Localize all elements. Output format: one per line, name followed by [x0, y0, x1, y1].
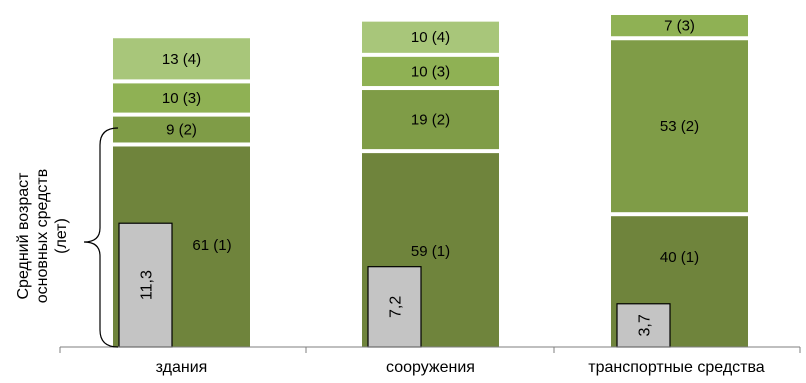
category-label-1: здания	[156, 359, 208, 376]
bar-segment-1-3	[113, 83, 250, 113]
category-label-2: сооружения	[386, 359, 475, 376]
segment-label-1-3: 10 (3)	[162, 90, 201, 107]
bar-segment-2-3	[362, 56, 499, 87]
segment-label-2-4: 10 (4)	[411, 29, 450, 46]
bar-segment-2-4	[362, 21, 499, 53]
bar-segment-3-2	[611, 40, 748, 213]
y-axis-label: Средний возраст основных средств (лет)	[15, 169, 70, 304]
average-age-label-1: 11,3	[139, 270, 156, 300]
ylabel-line-2: основных средств	[34, 169, 51, 304]
bar-segments: 61 (1) 9 (2) 10 (3) 13 (4) 59 (1) 19 (2) 10 (3…	[113, 15, 748, 347]
segment-label-2-1: 59 (1)	[411, 243, 450, 260]
bar-segment-3-3	[611, 15, 748, 37]
bar-segment-2-2	[362, 90, 499, 150]
average-age-box-1	[118, 222, 173, 348]
segment-label-1-4: 13 (4)	[162, 51, 201, 68]
average-age-box-3	[616, 303, 671, 348]
bar-segment-1-2	[113, 116, 250, 143]
average-age-boxes: 11,3 7,2 3,7	[118, 222, 671, 348]
x-axis-ticks	[59, 347, 801, 353]
segment-label-2-2: 19 (2)	[411, 112, 450, 129]
ylabel-line-3: (лет)	[53, 218, 70, 254]
ylabel-brace	[83, 127, 119, 348]
average-age-label-3: 3,7	[637, 314, 654, 336]
segment-label-3-3: 7 (3)	[664, 18, 695, 35]
category-labels: здания сооружения транспортные средства	[156, 359, 765, 376]
average-age-label-2: 7,2	[388, 296, 405, 318]
ylabel-line-1: Средний возраст	[15, 172, 32, 300]
segment-label-3-1: 40 (1)	[660, 249, 699, 266]
category-label-3: транспортные средства	[588, 359, 765, 376]
average-age-box-2	[367, 266, 422, 348]
segment-label-1-1: 61 (1)	[192, 237, 231, 254]
segment-label-3-2: 53 (2)	[660, 118, 699, 135]
segment-label-2-3: 10 (3)	[411, 63, 450, 80]
bar-segment-1-4	[113, 38, 250, 80]
segment-label-1-2: 9 (2)	[166, 122, 197, 139]
